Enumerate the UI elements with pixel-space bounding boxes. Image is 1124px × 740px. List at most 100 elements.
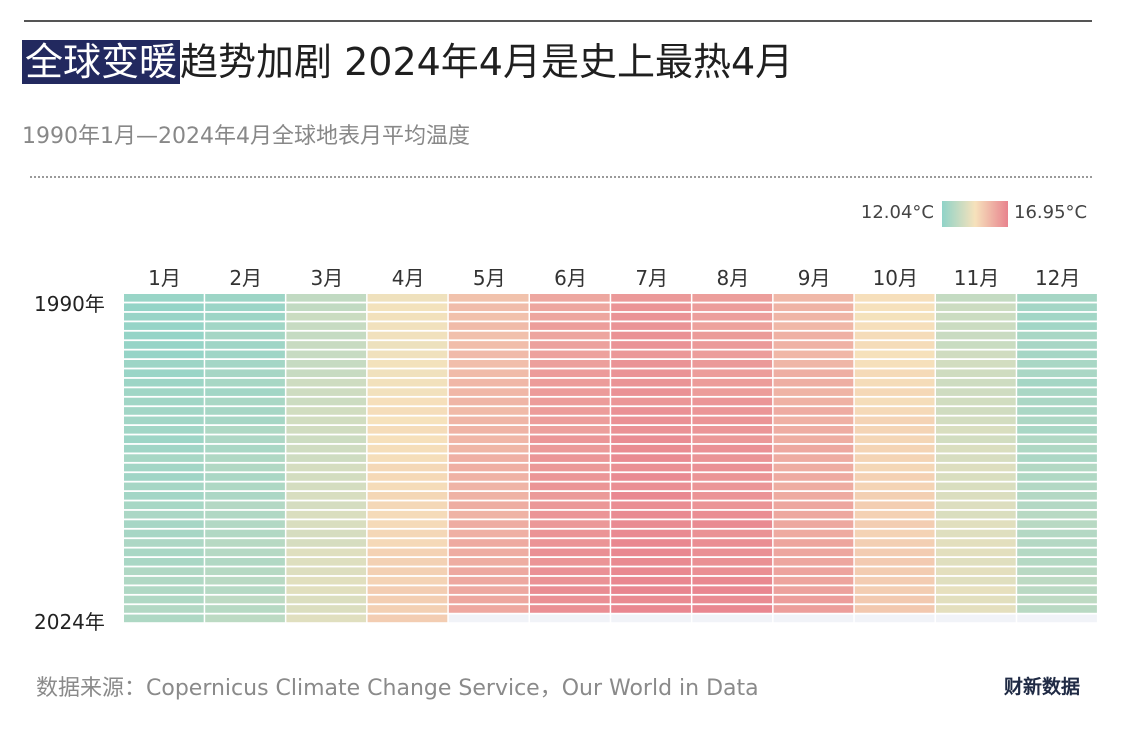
heatmap-cell — [530, 595, 610, 604]
heatmap-cell — [936, 529, 1016, 538]
heatmap-cell — [205, 539, 285, 547]
heatmap-cell — [367, 435, 448, 444]
heatmap-cell — [448, 350, 529, 359]
heatmap-cell — [854, 576, 935, 585]
heatmap-cell — [124, 312, 204, 321]
heatmap-cell — [611, 350, 691, 359]
heatmap-cell — [611, 492, 691, 500]
heatmap-cell — [773, 369, 854, 378]
heatmap-cell — [773, 416, 854, 425]
heatmap-cell — [854, 407, 935, 415]
heatmap-cell — [367, 473, 448, 481]
heatmap-cell — [1017, 407, 1097, 415]
heatmap-cell — [367, 294, 448, 302]
heatmap-cell — [205, 435, 285, 444]
heatmap-cell — [692, 567, 773, 576]
heatmap-cell — [611, 426, 691, 434]
heatmap-cell — [367, 605, 448, 613]
heatmap-cell — [936, 539, 1016, 547]
heatmap-cell — [1017, 341, 1097, 349]
heatmap-cell — [1017, 312, 1097, 321]
heatmap-cell — [205, 322, 285, 330]
heatmap-cell — [448, 435, 529, 444]
heatmap-cell — [611, 463, 691, 472]
heatmap-cell — [286, 548, 367, 557]
heatmap-cell — [286, 360, 367, 368]
heatmap-cell — [611, 454, 691, 462]
heatmap-cell — [936, 501, 1016, 510]
heatmap-cell — [124, 473, 204, 481]
heatmap-cell — [611, 341, 691, 349]
month-label-1: 1月 — [148, 266, 181, 290]
heatmap-cell — [286, 350, 367, 359]
heatmap-cell — [773, 492, 854, 500]
heatmap-cell — [854, 501, 935, 510]
heatmap-cell — [611, 294, 691, 302]
heatmap-cell — [854, 567, 935, 576]
heatmap-cell — [367, 388, 448, 396]
heatmap-cell — [205, 444, 285, 453]
heatmap-cell — [611, 322, 691, 330]
heatmap-cell — [854, 360, 935, 368]
heatmap-cell — [1017, 605, 1097, 613]
heatmap-cell-empty — [611, 614, 691, 623]
heatmap-cell — [530, 341, 610, 349]
heatmap-cell — [367, 482, 448, 491]
heatmap-cell — [936, 520, 1016, 528]
heatmap-cell — [1017, 567, 1097, 576]
heatmap-cell — [367, 558, 448, 566]
heatmap-cell — [1017, 558, 1097, 566]
heatmap-cell — [286, 388, 367, 396]
heatmap-cell — [854, 341, 935, 349]
heatmap-cell — [286, 567, 367, 576]
heatmap-cell — [286, 331, 367, 340]
heatmap-cell — [936, 435, 1016, 444]
heatmap-cell — [936, 360, 1016, 368]
heatmap-cell — [692, 605, 773, 613]
year-label-first: 1990年 — [34, 292, 105, 316]
heatmap-cell — [367, 576, 448, 585]
month-label-7: 7月 — [635, 266, 669, 290]
heatmap-cell — [367, 510, 448, 519]
heatmap-cell — [286, 529, 367, 538]
heatmap-cell — [611, 444, 691, 453]
heatmap-cell — [611, 397, 691, 406]
heatmap-cell — [854, 558, 935, 566]
heatmap-cell — [448, 416, 529, 425]
heatmap-cell — [611, 435, 691, 444]
heatmap-cell-empty — [692, 614, 773, 623]
month-label-11: 11月 — [953, 266, 1000, 290]
heatmap-cell — [611, 416, 691, 425]
heatmap-cell — [286, 294, 367, 302]
heatmap-cell — [773, 294, 854, 302]
heatmap-cell — [936, 369, 1016, 378]
heatmap-cell — [124, 407, 204, 415]
heatmap-cell — [205, 369, 285, 378]
heatmap-cell — [530, 350, 610, 359]
heatmap-cell — [124, 341, 204, 349]
heatmap-cell — [692, 595, 773, 604]
heatmap-cell — [286, 558, 367, 566]
heatmap-cell — [854, 539, 935, 547]
heatmap-cell — [286, 369, 367, 378]
heatmap-cell — [1017, 322, 1097, 330]
heatmap-cell — [286, 463, 367, 472]
heatmap-cell — [936, 322, 1016, 330]
heatmap-cell — [367, 614, 448, 623]
heatmap-cell — [286, 539, 367, 547]
heatmap-cell — [448, 605, 529, 613]
heatmap-cell — [1017, 520, 1097, 528]
heatmap-cell — [936, 341, 1016, 349]
heatmap-cell — [773, 331, 854, 340]
heatmap-cell — [854, 586, 935, 594]
heatmap-cell — [205, 341, 285, 349]
heatmap-cell — [448, 303, 529, 312]
heatmap-cell — [367, 463, 448, 472]
heatmap-cell — [854, 294, 935, 302]
heatmap-cell — [692, 388, 773, 396]
heatmap-cell — [286, 614, 367, 623]
heatmap-cell — [773, 586, 854, 594]
heatmap-cell — [611, 482, 691, 491]
heatmap-cell — [854, 322, 935, 330]
heatmap-cell — [773, 501, 854, 510]
